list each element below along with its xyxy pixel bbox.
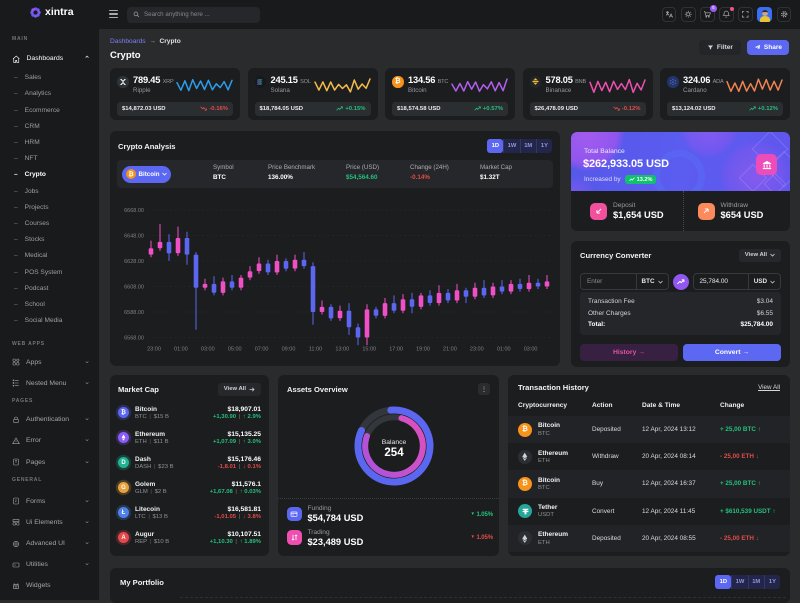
- svg-text:05:00: 05:00: [228, 347, 242, 353]
- svg-text:6608.00: 6608.00: [124, 285, 144, 291]
- svg-text:03:00: 03:00: [201, 347, 215, 353]
- svg-text:03:00: 03:00: [524, 347, 538, 353]
- svg-text:6568.00: 6568.00: [124, 336, 144, 342]
- svg-text:01:00: 01:00: [497, 347, 511, 353]
- svg-text:6628.00: 6628.00: [124, 259, 144, 265]
- svg-text:6648.00: 6648.00: [124, 234, 144, 240]
- svg-text:11:00: 11:00: [309, 347, 322, 353]
- svg-text:13:00: 13:00: [335, 347, 349, 353]
- svg-text:6668.00: 6668.00: [124, 208, 144, 214]
- svg-text:6588.00: 6588.00: [124, 310, 144, 316]
- svg-text:19:00: 19:00: [416, 347, 430, 353]
- svg-text:01:00: 01:00: [174, 347, 188, 353]
- svg-text:09:00: 09:00: [282, 347, 296, 353]
- svg-text:23:00: 23:00: [147, 347, 161, 353]
- svg-text:23:00: 23:00: [470, 347, 484, 353]
- svg-text:07:00: 07:00: [255, 347, 269, 353]
- svg-text:17:00: 17:00: [389, 347, 403, 353]
- svg-text:15:00: 15:00: [362, 347, 376, 353]
- svg-text:21:00: 21:00: [443, 347, 457, 353]
